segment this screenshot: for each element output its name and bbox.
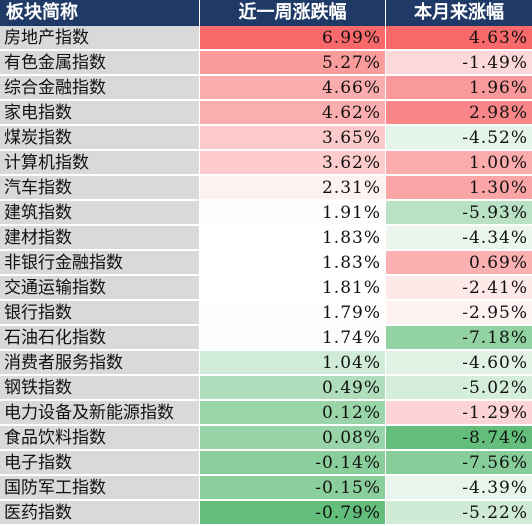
- week-change-cell: 3.62%: [200, 151, 386, 175]
- week-change-cell: -0.14%: [200, 451, 386, 475]
- week-change-cell: 3.65%: [200, 126, 386, 150]
- week-change-cell: 2.31%: [200, 176, 386, 200]
- sector-name-cell: 国防军工指数: [0, 476, 200, 500]
- week-change-cell: 1.79%: [200, 301, 386, 325]
- sector-name-cell: 汽车指数: [0, 176, 200, 200]
- week-change-cell: -0.15%: [200, 476, 386, 500]
- week-change-cell: 1.04%: [200, 351, 386, 375]
- month-change-cell: -7.56%: [386, 451, 532, 475]
- sector-name-cell: 电子指数: [0, 451, 200, 475]
- week-change-cell: 4.62%: [200, 101, 386, 125]
- month-change-cell: 1.00%: [386, 151, 532, 175]
- month-change-cell: -2.41%: [386, 276, 532, 300]
- month-change-cell: -4.39%: [386, 476, 532, 500]
- sector-name-cell: 消费者服务指数: [0, 351, 200, 375]
- table-row: 建筑指数 1.91% -5.93%: [0, 201, 532, 226]
- week-change-cell: 0.12%: [200, 401, 386, 425]
- week-change-cell: 5.27%: [200, 51, 386, 75]
- month-change-cell: -4.34%: [386, 226, 532, 250]
- table-row: 汽车指数 2.31% 1.30%: [0, 176, 532, 201]
- table-row: 国防军工指数 -0.15% -4.39%: [0, 476, 532, 501]
- sector-name-cell: 房地产指数: [0, 26, 200, 50]
- table-row: 消费者服务指数 1.04% -4.60%: [0, 351, 532, 376]
- table-row: 电子指数 -0.14% -7.56%: [0, 451, 532, 476]
- week-change-cell: 0.08%: [200, 426, 386, 450]
- table-row: 计算机指数 3.62% 1.00%: [0, 151, 532, 176]
- month-change-cell: 0.69%: [386, 251, 532, 275]
- table-row: 煤炭指数 3.65% -4.52%: [0, 126, 532, 151]
- month-change-cell: -1.49%: [386, 51, 532, 75]
- table-row: 家电指数 4.62% 2.98%: [0, 101, 532, 126]
- header-sector-name: 板块简称: [0, 0, 200, 26]
- sector-name-cell: 有色金属指数: [0, 51, 200, 75]
- table-row: 非银行金融指数 1.83% 0.69%: [0, 251, 532, 276]
- header-month-change: 本月来涨幅: [386, 0, 532, 26]
- table-row: 建材指数 1.83% -4.34%: [0, 226, 532, 251]
- week-change-cell: 4.66%: [200, 76, 386, 100]
- sector-name-cell: 煤炭指数: [0, 126, 200, 150]
- sector-name-cell: 医药指数: [0, 501, 200, 525]
- table-row: 交通运输指数 1.81% -2.41%: [0, 276, 532, 301]
- week-change-cell: 6.99%: [200, 26, 386, 50]
- sector-name-cell: 建材指数: [0, 226, 200, 250]
- week-change-cell: 0.49%: [200, 376, 386, 400]
- sector-name-cell: 食品饮料指数: [0, 426, 200, 450]
- sector-name-cell: 钢铁指数: [0, 376, 200, 400]
- month-change-cell: -1.29%: [386, 401, 532, 425]
- week-change-cell: -0.79%: [200, 501, 386, 525]
- month-change-cell: 1.96%: [386, 76, 532, 100]
- week-change-cell: 1.83%: [200, 251, 386, 275]
- table-row: 食品饮料指数 0.08% -8.74%: [0, 426, 532, 451]
- month-change-cell: 4.63%: [386, 26, 532, 50]
- table-row: 银行指数 1.79% -2.95%: [0, 301, 532, 326]
- sector-name-cell: 银行指数: [0, 301, 200, 325]
- month-change-cell: -2.95%: [386, 301, 532, 325]
- table-row: 钢铁指数 0.49% -5.02%: [0, 376, 532, 401]
- month-change-cell: 2.98%: [386, 101, 532, 125]
- month-change-cell: -5.02%: [386, 376, 532, 400]
- sector-name-cell: 计算机指数: [0, 151, 200, 175]
- sector-name-cell: 家电指数: [0, 101, 200, 125]
- week-change-cell: 1.83%: [200, 226, 386, 250]
- table-row: 电力设备及新能源指数 0.12% -1.29%: [0, 401, 532, 426]
- month-change-cell: -4.52%: [386, 126, 532, 150]
- sector-name-cell: 综合金融指数: [0, 76, 200, 100]
- table-row: 有色金属指数 5.27% -1.49%: [0, 51, 532, 76]
- table-row: 房地产指数 6.99% 4.63%: [0, 26, 532, 51]
- sector-name-cell: 非银行金融指数: [0, 251, 200, 275]
- sector-name-cell: 交通运输指数: [0, 276, 200, 300]
- month-change-cell: 1.30%: [386, 176, 532, 200]
- table-row: 石油石化指数 1.74% -7.18%: [0, 326, 532, 351]
- month-change-cell: -7.18%: [386, 326, 532, 350]
- header-week-change: 近一周涨跌幅: [200, 0, 386, 26]
- sector-name-cell: 石油石化指数: [0, 326, 200, 350]
- sector-name-cell: 建筑指数: [0, 201, 200, 225]
- week-change-cell: 1.74%: [200, 326, 386, 350]
- sector-name-cell: 电力设备及新能源指数: [0, 401, 200, 425]
- month-change-cell: -5.22%: [386, 501, 532, 525]
- table-row: 综合金融指数 4.66% 1.96%: [0, 76, 532, 101]
- table-row: 医药指数 -0.79% -5.22%: [0, 501, 532, 526]
- week-change-cell: 1.91%: [200, 201, 386, 225]
- month-change-cell: -5.93%: [386, 201, 532, 225]
- month-change-cell: -4.60%: [386, 351, 532, 375]
- week-change-cell: 1.81%: [200, 276, 386, 300]
- month-change-cell: -8.74%: [386, 426, 532, 450]
